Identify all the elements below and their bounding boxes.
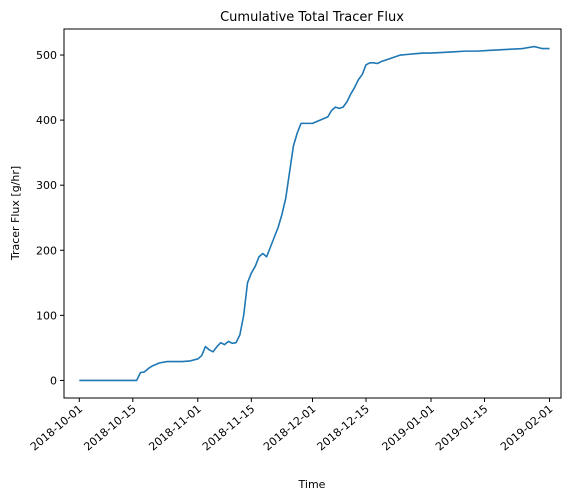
y-tick-label: 400 <box>36 114 57 127</box>
y-axis-label: Tracer Flux [g/hr] <box>9 166 22 261</box>
plot-area <box>63 28 562 399</box>
series-line <box>79 45 550 382</box>
x-axis-label: Time <box>298 478 326 491</box>
x-tick-label: 2018-11-15 <box>200 402 257 453</box>
y-tick-label: 0 <box>50 374 57 387</box>
y-tick-label: 500 <box>36 49 57 62</box>
x-tick-label: 2018-12-15 <box>315 402 372 453</box>
x-tick-label: 2019-01-01 <box>380 402 437 453</box>
x-tick-label: 2018-11-01 <box>146 402 203 453</box>
y-tick-label: 200 <box>36 244 57 257</box>
y-tick-label: 100 <box>36 309 57 322</box>
x-tick-label: 2018-12-01 <box>261 402 318 453</box>
x-tick-label: 2019-01-15 <box>433 402 490 453</box>
x-tick-label: 2018-10-01 <box>28 402 85 453</box>
y-axis: 0 100 200 300 400 500 <box>36 49 64 387</box>
x-tick-label: 2019-02-01 <box>498 402 555 453</box>
chart-title: Cumulative Total Tracer Flux <box>220 10 404 25</box>
x-tick-label: 2018-10-15 <box>81 402 138 453</box>
y-tick-label: 300 <box>36 179 57 192</box>
